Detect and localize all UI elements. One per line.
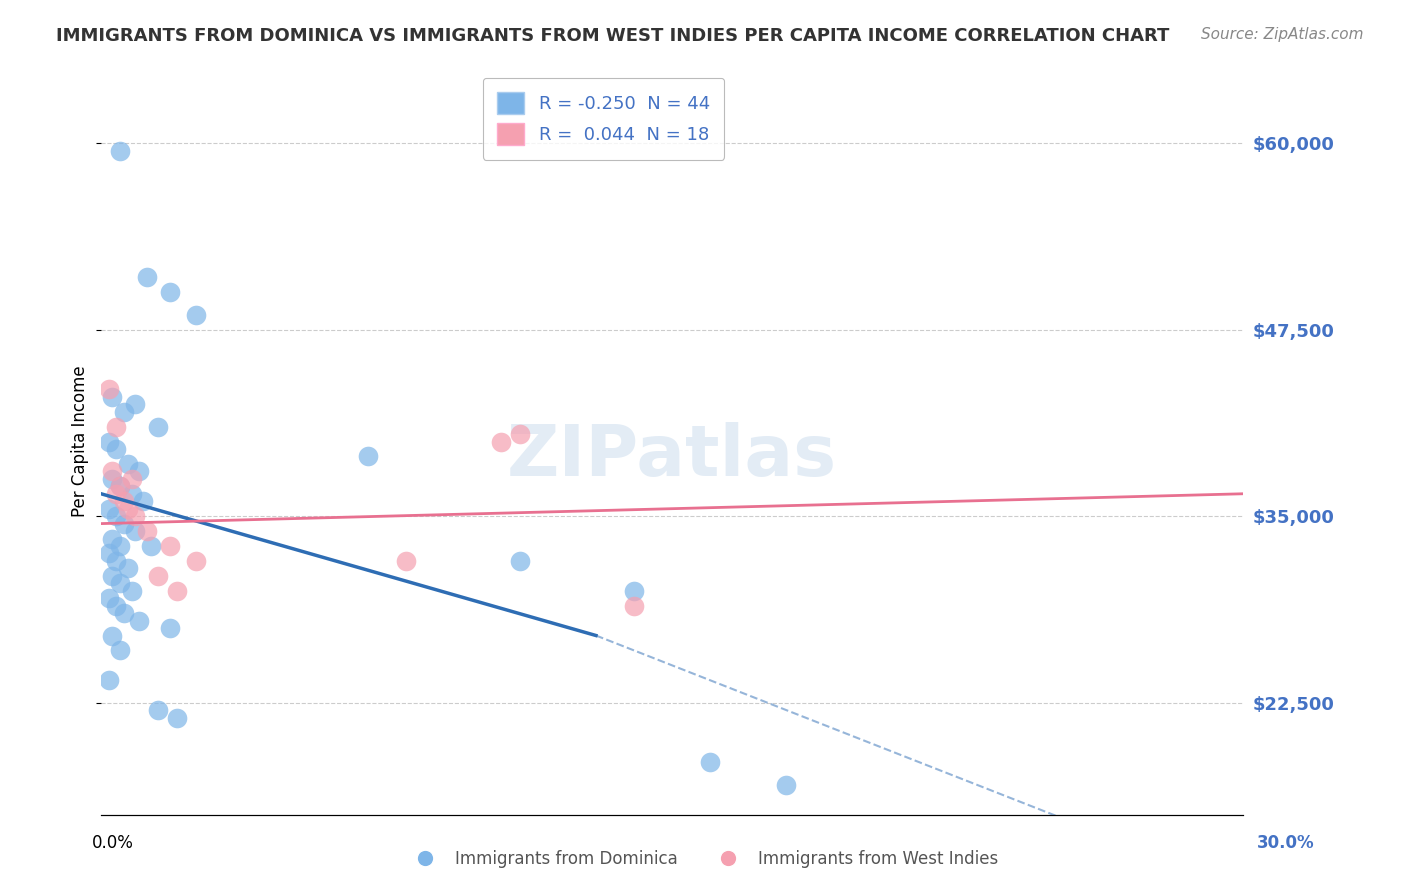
Point: [108, 479, 131, 493]
Point: [509, 554, 531, 568]
Point: [108, 643, 131, 657]
Point: [139, 539, 162, 553]
Point: [135, 270, 157, 285]
Point: [112, 405, 135, 419]
Point: [117, 457, 139, 471]
Point: [166, 583, 188, 598]
Point: [117, 501, 139, 516]
Point: [623, 599, 645, 613]
Text: 30.0%: 30.0%: [1257, 834, 1315, 852]
Point: [112, 606, 135, 620]
Text: ZIPatlas: ZIPatlas: [508, 422, 837, 491]
Point: [146, 703, 169, 717]
Point: [105, 487, 128, 501]
Point: [112, 516, 135, 531]
Point: [105, 442, 128, 456]
Point: [166, 710, 188, 724]
Point: [135, 524, 157, 538]
Point: [159, 621, 181, 635]
Point: [101, 472, 124, 486]
Point: [97, 673, 120, 688]
Point: [108, 479, 131, 493]
Point: [117, 561, 139, 575]
Point: [121, 583, 143, 598]
Point: [489, 434, 512, 449]
Point: [146, 569, 169, 583]
Point: [108, 539, 131, 553]
Point: [159, 539, 181, 553]
Point: [775, 778, 797, 792]
Point: [124, 397, 146, 411]
Legend: Immigrants from Dominica, Immigrants from West Indies: Immigrants from Dominica, Immigrants fro…: [402, 844, 1004, 875]
Point: [97, 501, 120, 516]
Point: [128, 464, 150, 478]
Point: [101, 464, 124, 478]
Point: [97, 434, 120, 449]
Point: [146, 419, 169, 434]
Point: [108, 576, 131, 591]
Point: [105, 554, 128, 568]
Point: [699, 756, 721, 770]
Point: [97, 546, 120, 560]
Y-axis label: Per Capita Income: Per Capita Income: [72, 366, 89, 517]
Point: [121, 487, 143, 501]
Legend: R = -0.250  N = 44, R =  0.044  N = 18: R = -0.250 N = 44, R = 0.044 N = 18: [482, 78, 724, 160]
Point: [132, 494, 155, 508]
Point: [112, 494, 135, 508]
Text: Source: ZipAtlas.com: Source: ZipAtlas.com: [1201, 27, 1364, 42]
Text: 0.0%: 0.0%: [91, 834, 134, 852]
Point: [101, 390, 124, 404]
Point: [105, 509, 128, 524]
Point: [159, 285, 181, 300]
Text: IMMIGRANTS FROM DOMINICA VS IMMIGRANTS FROM WEST INDIES PER CAPITA INCOME CORREL: IMMIGRANTS FROM DOMINICA VS IMMIGRANTS F…: [56, 27, 1170, 45]
Point: [124, 524, 146, 538]
Point: [128, 614, 150, 628]
Point: [121, 472, 143, 486]
Point: [101, 532, 124, 546]
Point: [105, 419, 128, 434]
Point: [101, 569, 124, 583]
Point: [101, 628, 124, 642]
Point: [186, 308, 208, 322]
Point: [108, 144, 131, 158]
Point: [97, 591, 120, 606]
Point: [124, 509, 146, 524]
Point: [105, 599, 128, 613]
Point: [97, 382, 120, 396]
Point: [623, 583, 645, 598]
Point: [356, 450, 378, 464]
Point: [394, 554, 416, 568]
Point: [186, 554, 208, 568]
Point: [509, 427, 531, 442]
